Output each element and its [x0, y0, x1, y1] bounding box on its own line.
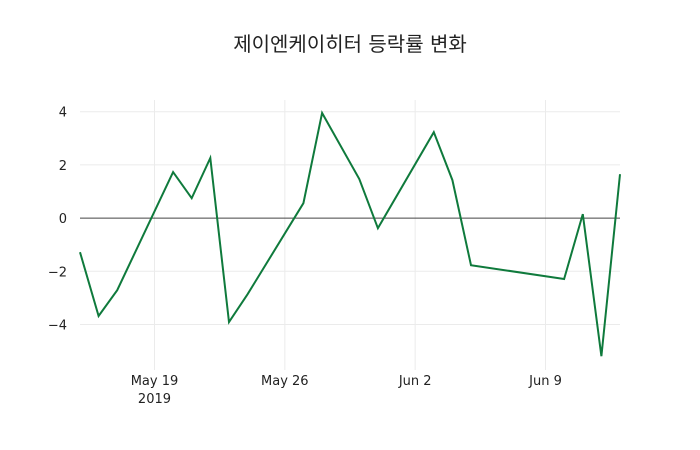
x-tick-sublabel: 2019 — [138, 392, 171, 407]
x-axis-tick-labels: May 19 2019 May 26 Jun 2 Jun 9 — [131, 374, 562, 407]
series-line[interactable] — [79, 110, 621, 357]
y-tick-label: 0 — [59, 212, 67, 227]
y-tick-label: −2 — [48, 265, 67, 280]
y-axis-tick-labels: 4 2 0 −2 −4 — [48, 106, 67, 334]
x-tick-label: May 26 — [261, 374, 309, 389]
x-tick-label: Jun 2 — [398, 374, 432, 389]
x-tick-label: Jun 9 — [528, 374, 562, 389]
y-tick-label: 2 — [59, 159, 67, 174]
x-gridlines — [153, 100, 547, 370]
y-tick-label: 4 — [59, 106, 67, 121]
x-tick-label: May 19 — [131, 374, 179, 389]
y-gridlines — [80, 111, 620, 326]
chart-title: 제이엔케이히터 등락률 변화 — [233, 32, 467, 56]
y-tick-label: −4 — [48, 319, 67, 334]
